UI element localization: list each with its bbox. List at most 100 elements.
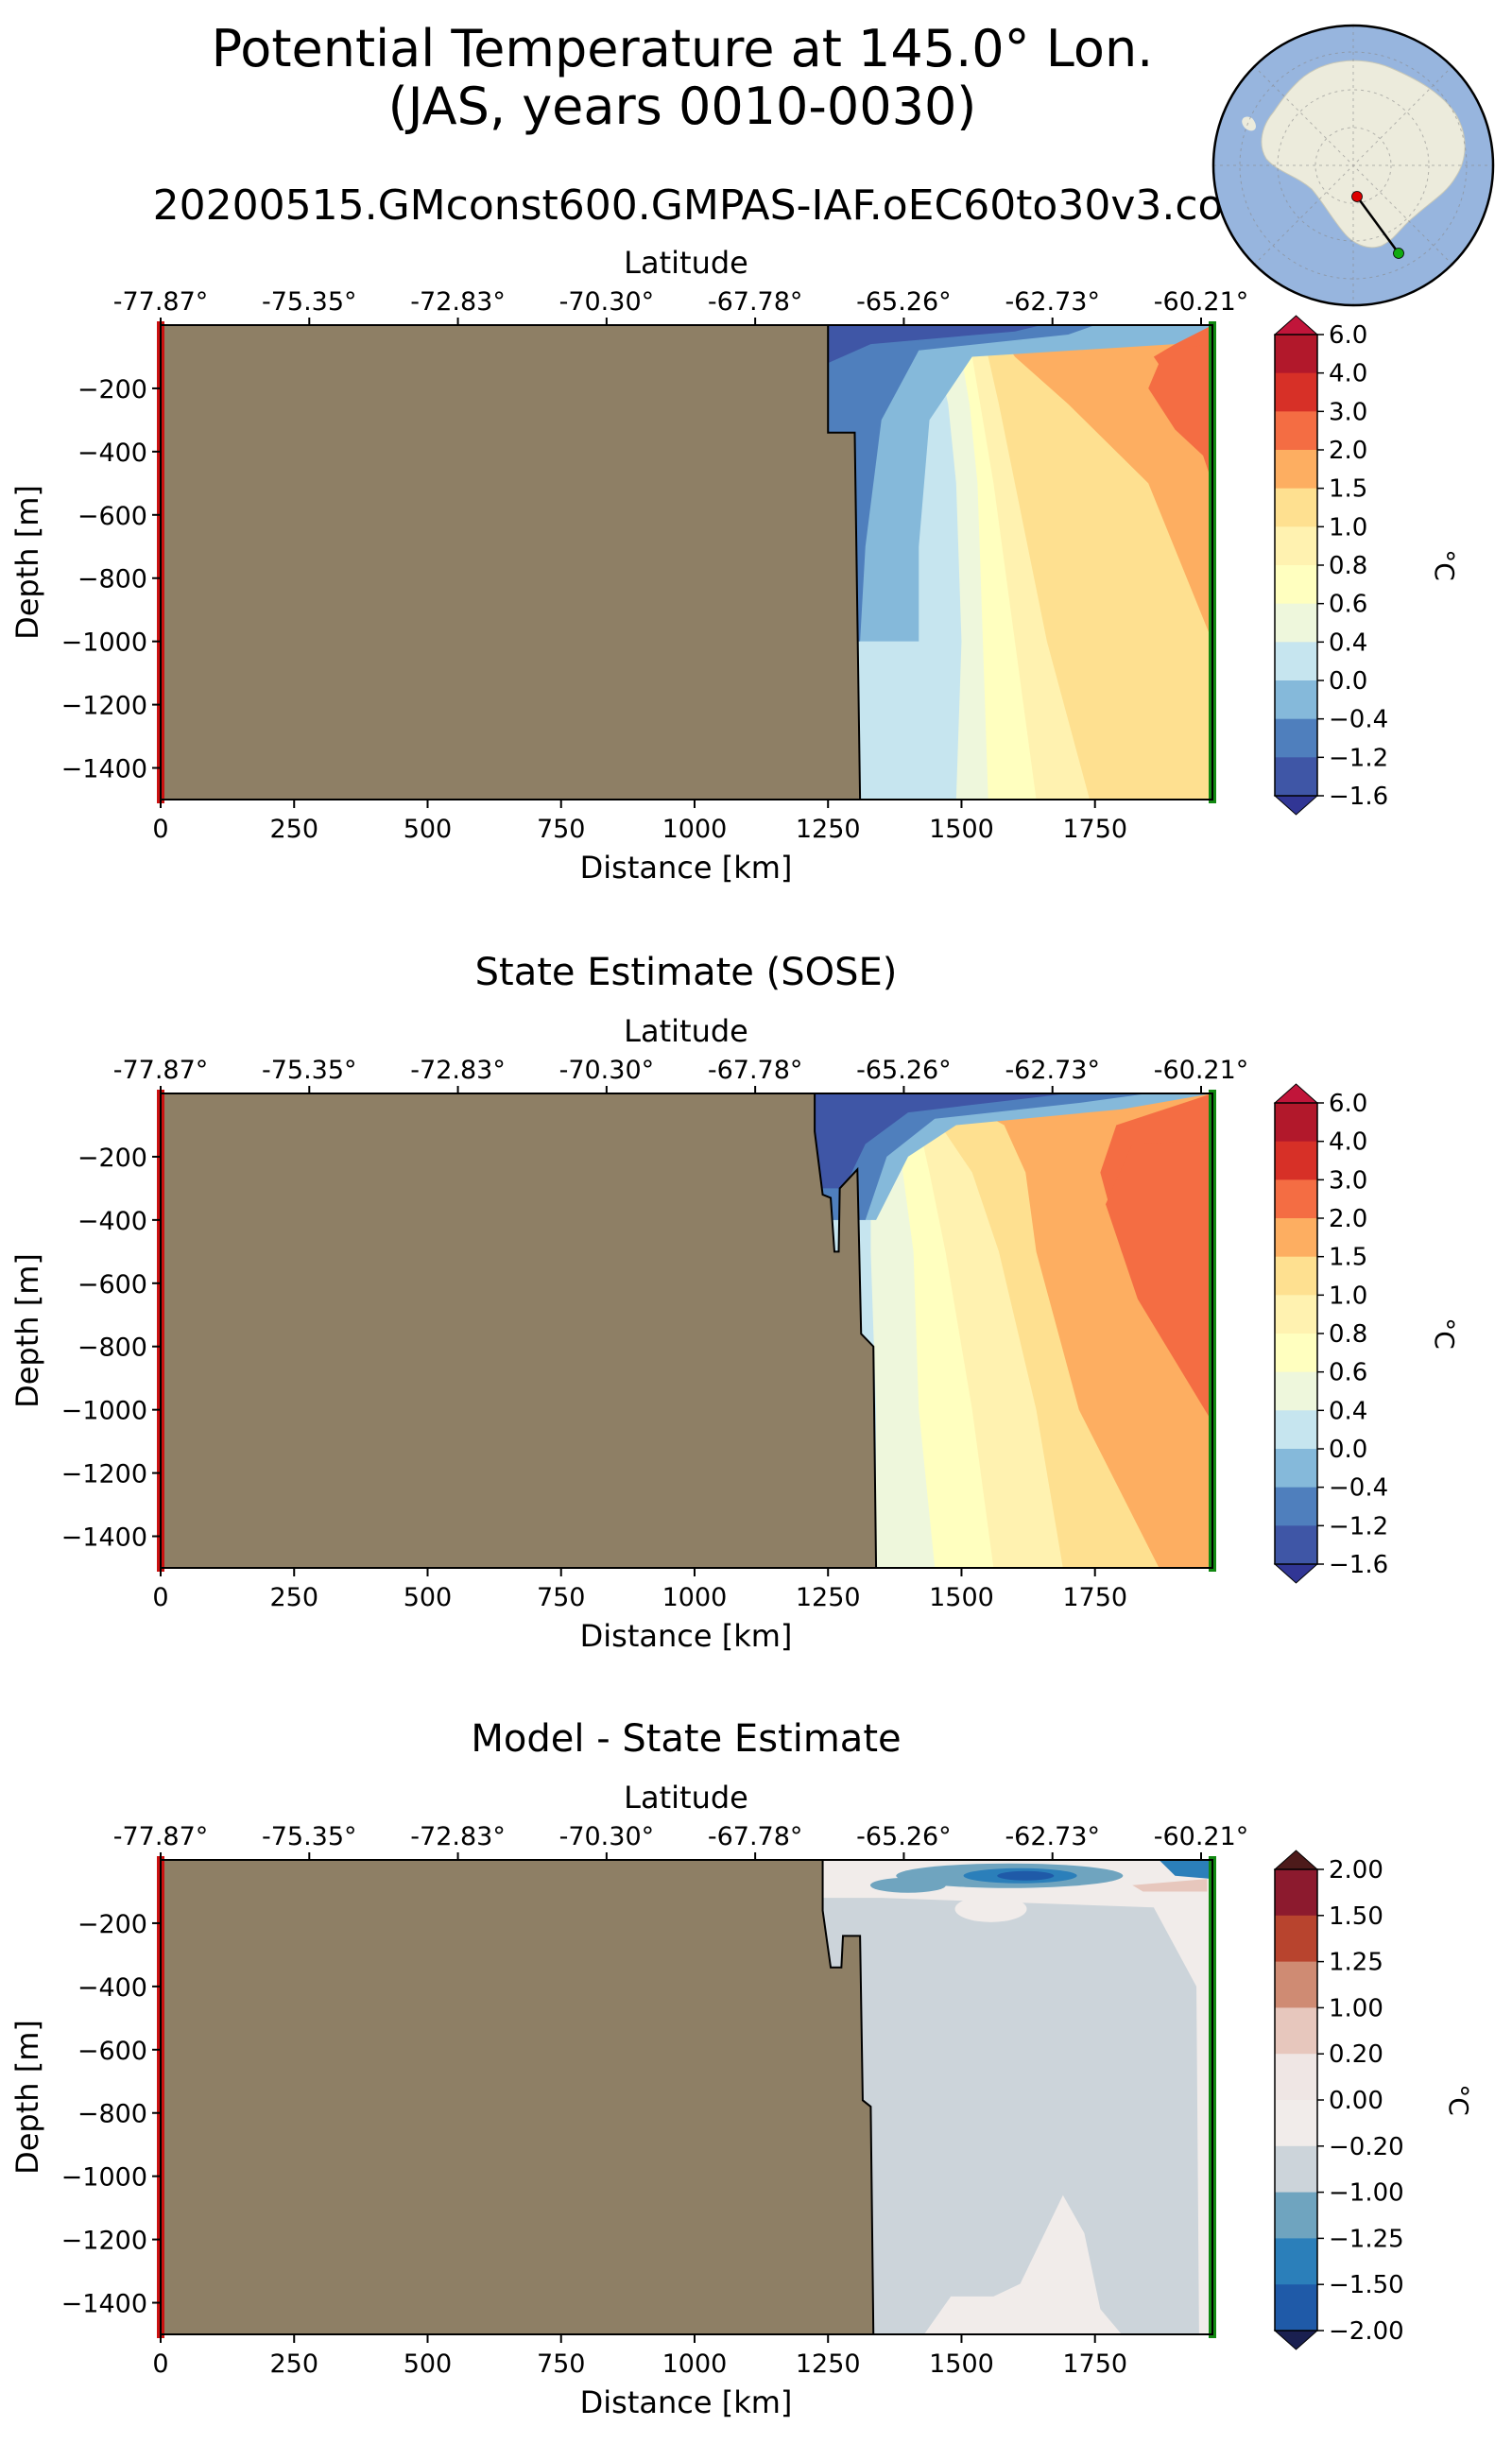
x-tick-label: 1500 [929,1583,994,1612]
field-model [161,325,1212,800]
colorbar-segment [1275,2238,1317,2285]
colorbar-segment [1275,642,1317,681]
top-tick-label: -67.78° [708,1056,803,1085]
colorbar-tick-label: 0.6 [1329,1359,1367,1387]
colorbar-tick-label: 2.00 [1329,1856,1383,1884]
colorbar-segment [1275,1410,1317,1450]
colorbar-tick-label: −1.50 [1329,2271,1404,2299]
top-tick-label: -72.83° [410,287,506,317]
x-tick-label: 500 [404,2349,453,2379]
colorbar-tick-label: 0.8 [1329,552,1367,580]
colorbar-segment [1275,1179,1317,1219]
transect-start-marker [1351,191,1363,202]
colorbar-segment [1275,1141,1317,1180]
colorbar-label: °C [1429,1317,1460,1350]
y-tick-label: −800 [77,2100,147,2129]
colorbar-tick-label: 6.0 [1329,1090,1367,1118]
colorbar-tick-label: −0.4 [1329,1474,1388,1503]
x-axis-label: Distance [km] [580,2384,793,2420]
diff-band [869,1877,946,1893]
diff-band [954,1895,1027,1922]
x-tick-label: 1000 [662,815,728,844]
colorbar-tick-label: −1.6 [1329,783,1388,811]
x-axis-label: Distance [km] [580,850,793,886]
y-tick-label: −600 [77,1270,147,1299]
plot-frame [160,1859,1213,2335]
top-tick-label: -77.87° [113,1822,209,1851]
colorbar-extend-top [1273,1850,1319,1870]
colorbar-segment [1275,1525,1317,1565]
colorbar-tick-label: −1.2 [1329,744,1388,772]
colorbar-tick-label: −0.20 [1329,2133,1404,2161]
x-tick-label: 0 [152,815,168,844]
top-axis-label: Latitude [624,1780,748,1816]
x-tick-label: 1000 [662,2349,728,2379]
top-tick-label: -75.35° [262,1056,357,1085]
top-tick-label: -65.26° [856,287,952,317]
x-tick-label: 1500 [929,2349,994,2379]
colorbar-segment [1275,1295,1317,1334]
colorbar-segment [1275,1915,1317,1963]
colorbar-tick-label: −1.6 [1329,1551,1388,1579]
colorbar-segment [1275,2054,1317,2101]
colorbar-segment [1275,565,1317,605]
colorbar-segment [1275,450,1317,490]
temperature-band [993,325,1212,800]
top-tick-label: -65.26° [856,1056,952,1085]
colorbar-tick-label: 0.00 [1329,2087,1383,2115]
plot-frame [160,1093,1213,1569]
panel-title: Model - State Estimate [471,1717,901,1761]
land-mask [161,1860,875,2334]
colorbar-segment [1275,718,1317,758]
colorbar-segment [1275,1961,1317,2008]
x-tick-label: 1000 [662,1583,728,1612]
y-tick-label: −200 [77,1144,147,1173]
colorbar-tick-label: 0.8 [1329,1320,1367,1349]
colorbar-tick-label: 2.0 [1329,1205,1367,1233]
colorbar-extend-top [1273,315,1319,336]
field-sose [161,1093,1212,1568]
panels: Latitude -77.87° -75.35° -72.83° -70.30° -67.… [9,245,1474,2420]
top-tick-label: -77.87° [113,287,209,317]
colorbar-tick-label: 0.20 [1329,2040,1383,2069]
y-tick-label: −1200 [61,2227,147,2256]
colorbar-segment [1275,335,1317,374]
x-tick-label: 0 [152,1583,168,1612]
antarctica-globe-inset [1211,24,1495,307]
colorbar-segment [1275,372,1317,412]
colorbar-segment [1275,2145,1317,2194]
y-tick-label: −1400 [61,2290,147,2319]
surface-cold-layer [800,1093,1069,1189]
globe-border [1211,24,1495,307]
colorbar-extend-bottom [1273,1563,1319,1584]
top-tick-label: -67.78° [708,1822,803,1851]
colorbar-segment [1275,1487,1317,1526]
colorbar-tick-label: 0.4 [1329,1397,1367,1425]
x-tick-label: 0 [152,2349,168,2379]
x-tick-label: 1250 [796,2349,861,2379]
colorbar-tick-label: −2.00 [1329,2317,1404,2346]
colorbar-tick-label: 1.0 [1329,513,1367,542]
colorbar-tick-label: 0.0 [1329,667,1367,696]
colorbar-tick-label: 1.0 [1329,1282,1367,1310]
colorbar-segment [1275,2284,1317,2332]
x-tick-label: 1750 [1062,2349,1127,2379]
colorbar-tick-label: −1.25 [1329,2225,1404,2253]
colorbar-label: °C [1429,549,1460,581]
colorbar-segment [1275,757,1317,797]
colorbar-segment [1275,1869,1317,1917]
top-tick-label: -75.35° [262,287,357,317]
colorbar-tick-label: −1.2 [1329,1512,1388,1540]
colorbar-tick-label: 4.0 [1329,1128,1367,1157]
y-tick-label: −1400 [61,1523,147,1553]
x-tick-label: 250 [269,815,318,844]
top-tick-label: -77.87° [113,1056,209,1085]
antarctic-peninsula [1242,116,1256,131]
top-tick-label: -60.21° [1154,1822,1249,1851]
colorbar-segment [1275,680,1317,720]
y-tick-label: −200 [77,375,147,404]
colorbar-tick-label: 1.5 [1329,475,1367,504]
colorbar-tick-label: 1.50 [1329,1902,1383,1931]
colorbar-extend-bottom [1273,2330,1319,2350]
